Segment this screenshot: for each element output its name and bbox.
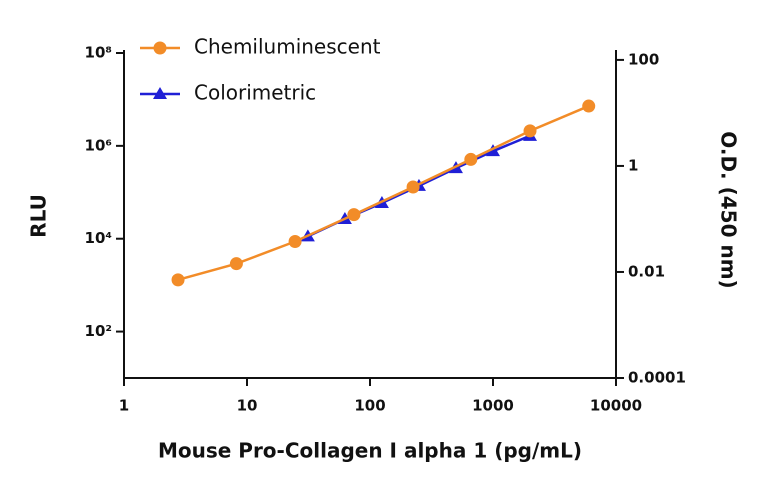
y2-tick-label: 0.0001 <box>628 369 686 387</box>
data-point <box>229 257 243 271</box>
x-tick-label: 1 <box>119 397 129 415</box>
data-point <box>288 235 302 249</box>
x-axis-label: Mouse Pro-Collagen I alpha 1 (pg/mL) <box>158 439 582 463</box>
data-point <box>347 208 361 222</box>
x-tick-label: 1000 <box>472 397 514 415</box>
legend-marker <box>153 41 167 55</box>
series-line <box>177 104 590 282</box>
y-tick-label: 10⁸ <box>85 44 112 62</box>
y2-tick-label: 0.01 <box>628 262 665 280</box>
data-point <box>464 152 478 166</box>
y2-axis-label: O.D. (450 nm) <box>717 131 741 288</box>
data-point <box>171 273 185 287</box>
data-point <box>406 180 420 194</box>
y-tick-label: 10⁴ <box>85 229 112 247</box>
y-tick-label: 10² <box>85 322 112 340</box>
y2-tick-label: 100 <box>628 50 659 68</box>
y-tick-label: 10⁶ <box>85 136 112 154</box>
y2-tick-label: 1 <box>628 156 638 174</box>
legend-label: Chemiluminescent <box>194 35 381 59</box>
legend-label: Colorimetric <box>194 81 316 105</box>
data-point <box>582 99 596 113</box>
x-tick-label: 10000 <box>590 397 642 415</box>
x-tick-label: 100 <box>354 397 385 415</box>
legend-marker <box>153 87 167 99</box>
x-tick-label: 10 <box>237 397 258 415</box>
data-point <box>486 144 500 157</box>
data-point <box>523 124 537 138</box>
y-axis-label: RLU <box>27 194 51 238</box>
